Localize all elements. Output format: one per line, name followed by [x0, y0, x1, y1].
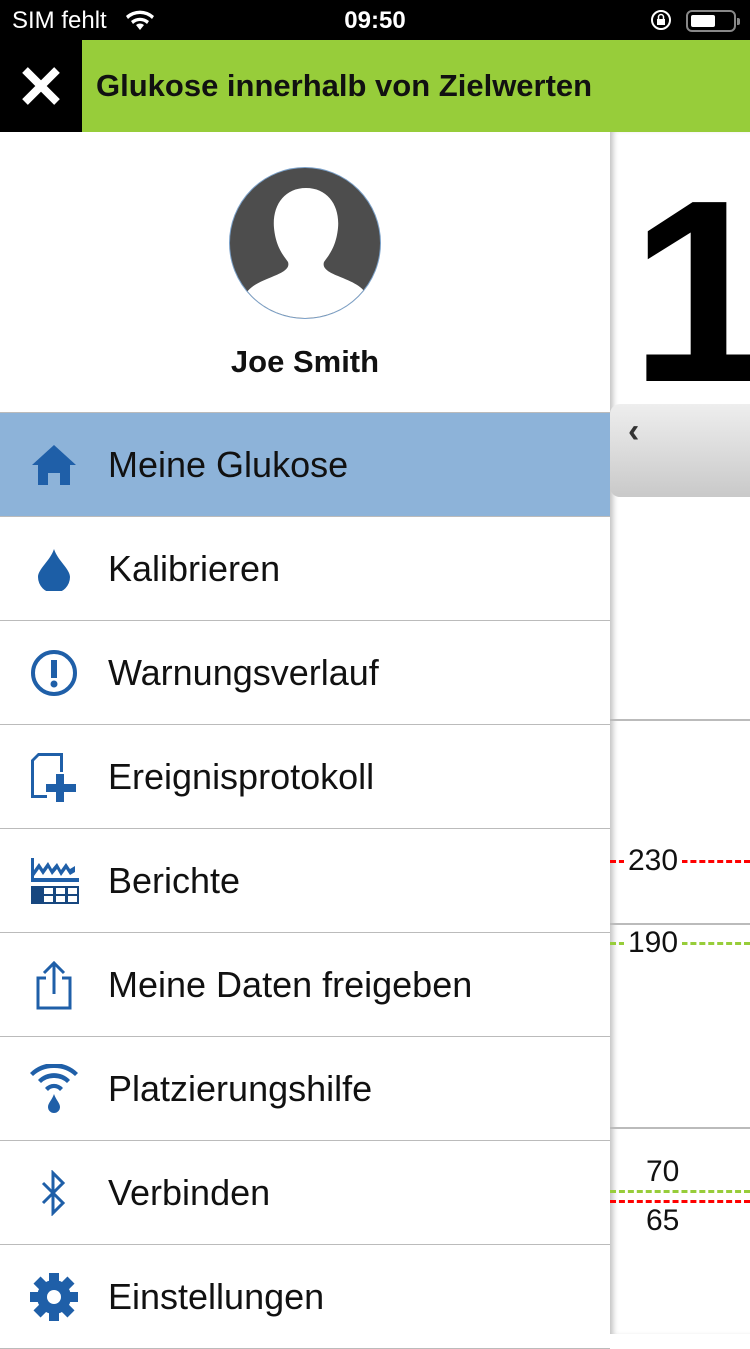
threshold-label: 230 — [624, 846, 683, 876]
wifi-icon — [126, 10, 154, 30]
share-icon — [0, 960, 108, 1010]
drop-icon — [0, 547, 108, 591]
grid-line — [610, 923, 750, 925]
close-icon — [22, 67, 60, 105]
event-log-icon — [0, 752, 108, 802]
user-name: Joe Smith — [230, 344, 380, 379]
threshold-label: 70 — [642, 1157, 684, 1187]
person-icon — [244, 188, 368, 318]
chevron-left-icon: ‹ — [628, 412, 640, 450]
threshold-line — [610, 1200, 750, 1203]
menu-item-label: Verbinden — [108, 1171, 271, 1213]
menu-item-label: Warnungsverlauf — [108, 651, 379, 693]
profile-header: Joe Smith — [0, 132, 610, 413]
avatar[interactable] — [229, 167, 381, 319]
battery-icon — [686, 10, 740, 32]
home-icon — [0, 441, 108, 489]
menu-item-platzierungshilfe[interactable]: Platzierungshilfe — [0, 1037, 610, 1141]
threshold-label: 190 — [624, 928, 683, 958]
menu-item-ereignisprotokoll[interactable]: Ereignisprotokoll — [0, 725, 610, 829]
menu-item-kalibrieren[interactable]: Kalibrieren — [0, 517, 610, 621]
side-menu: Joe Smith Meine Glukose Kalibrieren Warnun… — [0, 132, 610, 1349]
menu-item-label: Berichte — [108, 859, 241, 901]
placement-icon — [0, 1063, 108, 1114]
gear-icon — [0, 1272, 108, 1322]
close-button[interactable] — [0, 40, 82, 132]
menu-item-meine-daten-freigeben[interactable]: Meine Daten freigeben — [0, 933, 610, 1037]
grid-line — [610, 719, 750, 721]
bluetooth-icon — [0, 1169, 108, 1216]
menu-item-label: Meine Glukose — [108, 443, 349, 485]
status-bar: SIM fehlt 09:50 — [0, 0, 750, 40]
alert-icon — [0, 649, 108, 697]
menu-item-einstellungen[interactable]: Einstellungen — [0, 1245, 610, 1349]
alert-banner: Glukose innerhalb von Zielwerten — [0, 40, 750, 132]
menu-item-meine-glukose[interactable]: Meine Glukose — [0, 413, 610, 517]
clock: 09:50 — [344, 7, 406, 34]
reports-icon — [0, 856, 108, 906]
menu-item-verbinden[interactable]: Verbinden — [0, 1141, 610, 1245]
glucose-value: 1 — [630, 147, 750, 437]
menu-item-warnungsverlauf[interactable]: Warnungsverlauf — [0, 621, 610, 725]
menu-item-berichte[interactable]: Berichte — [0, 829, 610, 933]
menu-item-label: Kalibrieren — [108, 547, 281, 589]
banner-text: Glukose innerhalb von Zielwerten — [82, 40, 750, 132]
rotation-lock-icon — [651, 10, 671, 30]
menu-item-label: Platzierungshilfe — [108, 1067, 373, 1109]
menu-item-label: Einstellungen — [108, 1275, 325, 1317]
menu-item-label: Ereignisprotokoll — [108, 755, 375, 797]
menu-item-label: Meine Daten freigeben — [108, 963, 473, 1005]
previous-button[interactable]: ‹ — [610, 404, 750, 497]
carrier: SIM fehlt — [12, 7, 107, 34]
threshold-label: 65 — [642, 1206, 684, 1236]
grid-line — [610, 1127, 750, 1129]
threshold-line — [610, 1190, 750, 1193]
glucose-panel: 1 ‹ 230 190 70 65 — [610, 132, 750, 1334]
